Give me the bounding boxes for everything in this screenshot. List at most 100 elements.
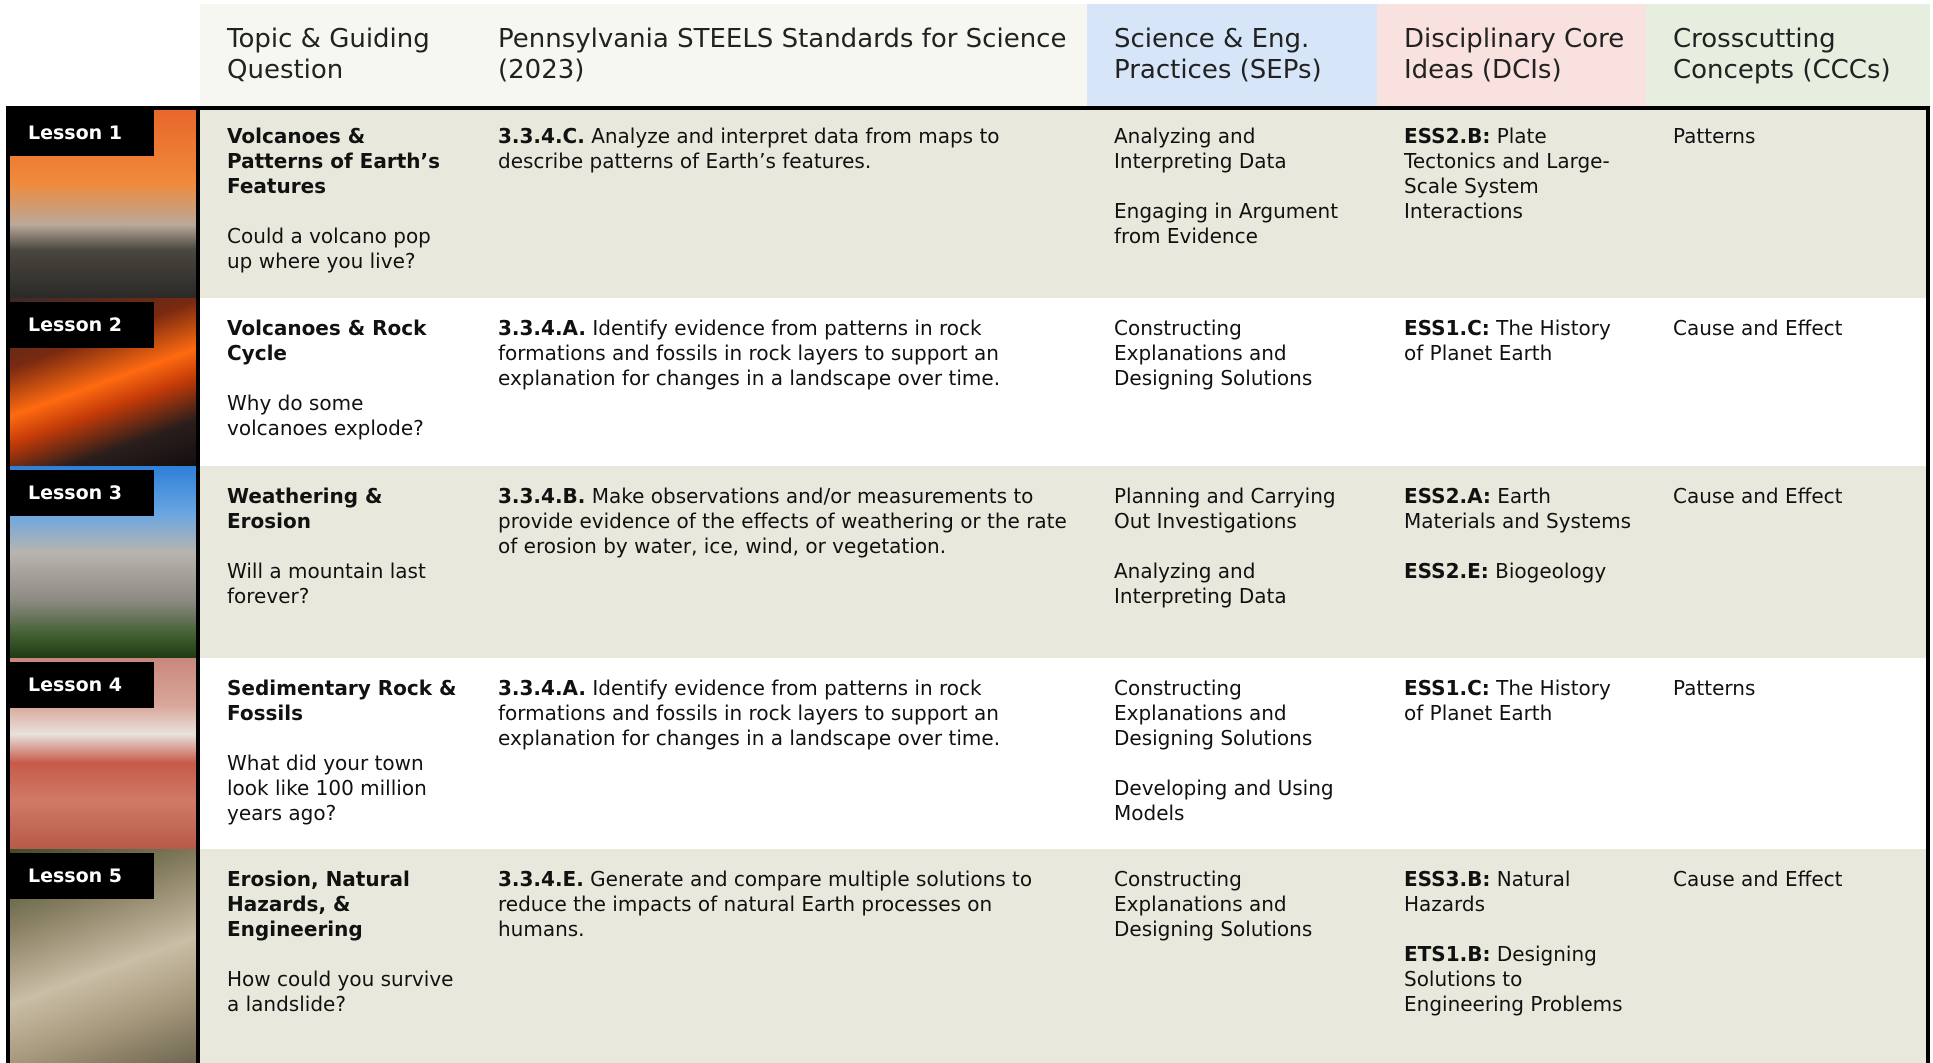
standard-code: 3.3.4.B. xyxy=(498,484,586,508)
header-cell: Topic & Guiding Question xyxy=(200,4,471,106)
dci-text: Plate Tectonics and Large-Scale System I… xyxy=(1404,124,1610,223)
dci: ESS3.B: Natural Hazards xyxy=(1404,867,1636,917)
header-cell: Crosscutting Concepts (CCCs) xyxy=(1646,4,1930,106)
standard-code: 3.3.4.C. xyxy=(498,124,585,148)
standard: 3.3.4.E. Generate and compare multiple s… xyxy=(498,867,1077,942)
header-cell: Science & Eng. Practices (SEPs) xyxy=(1087,4,1377,106)
sep-cell: Planning and Carrying Out Investigations… xyxy=(1087,466,1377,658)
lesson-label: Lesson 5 xyxy=(10,853,154,899)
dci-cell: ESS1.C: The History of Planet Earth xyxy=(1377,658,1646,849)
image-divider xyxy=(196,106,200,1063)
dci-code: ESS3.B: xyxy=(1404,867,1491,891)
standard-text: Identify evidence from patterns in rock … xyxy=(498,676,1001,750)
standard-cell: 3.3.4.E. Generate and compare multiple s… xyxy=(471,849,1087,1063)
topic: Volcanoes & Rock Cycle xyxy=(227,316,427,365)
dci-code: ESS1.C: xyxy=(1404,316,1490,340)
dci-cell: ESS2.A: Earth Materials and Systems ESS2.… xyxy=(1377,466,1646,658)
topic: Sedimentary Rock & Fossils xyxy=(227,676,457,725)
topic-cell: Erosion, Natural Hazards, & Engineering H… xyxy=(200,849,471,1063)
guiding-question: What did your town look like 100 million… xyxy=(227,751,427,825)
ccc: Patterns xyxy=(1673,124,1756,148)
sep: Constructing Explanations and Designing … xyxy=(1114,316,1313,390)
dci-text: Biogeology xyxy=(1495,559,1607,583)
topic: Volcanoes & Patterns of Earth’s Features xyxy=(227,124,440,198)
standard-cell: 3.3.4.C. Analyze and interpret data from… xyxy=(471,106,1087,298)
topic-cell: Weathering & Erosion Will a mountain last… xyxy=(200,466,471,658)
sep: Engaging in Argument from Evidence xyxy=(1114,199,1339,248)
standard-code: 3.3.4.E. xyxy=(498,867,584,891)
dci-code: ETS1.B: xyxy=(1404,942,1491,966)
sep: Developing and Using Models xyxy=(1114,776,1334,825)
topic-cell: Volcanoes & Patterns of Earth’s Features… xyxy=(200,106,471,298)
standard-code: 3.3.4.A. xyxy=(498,316,586,340)
guiding-question: How could you survive a landslide? xyxy=(227,967,454,1016)
sep-cell: Constructing Explanations and Designing … xyxy=(1087,849,1377,1063)
table-frame xyxy=(6,106,1930,1063)
sep-cell: Analyzing and Interpreting Data Engaging … xyxy=(1087,106,1377,298)
ccc-cell: Cause and Effect xyxy=(1646,298,1930,466)
sep: Analyzing and Interpreting Data xyxy=(1114,559,1287,608)
lesson-label: Lesson 4 xyxy=(10,662,154,708)
standard-text: Generate and compare multiple solutions … xyxy=(498,867,1033,941)
standard: 3.3.4.C. Analyze and interpret data from… xyxy=(498,124,1077,174)
lesson-row: Lesson 1 Volcanoes & Patterns of Earth’s … xyxy=(6,106,1930,298)
lesson-row: Lesson 3 Weathering & Erosion Will a mount… xyxy=(6,466,1930,658)
ccc-cell: Cause and Effect xyxy=(1646,466,1930,658)
lesson-label: Lesson 3 xyxy=(10,470,154,516)
standard: 3.3.4.A. Identify evidence from patterns… xyxy=(498,676,1077,751)
dci: ESS2.E: Biogeology xyxy=(1404,559,1636,584)
dci-text: Earth Materials and Systems xyxy=(1404,484,1632,533)
dci-cell: ESS1.C: The History of Planet Earth xyxy=(1377,298,1646,466)
dci: ESS1.C: The History of Planet Earth xyxy=(1404,676,1636,726)
standard-cell: 3.3.4.B. Make observations and/or measur… xyxy=(471,466,1087,658)
dci-code: ESS1.C: xyxy=(1404,676,1490,700)
ccc-cell: Cause and Effect xyxy=(1646,849,1930,1063)
header-cell: Disciplinary Core Ideas (DCIs) xyxy=(1377,4,1646,106)
topic: Weathering & Erosion xyxy=(227,484,383,533)
dci: ESS2.B: Plate Tectonics and Large-Scale … xyxy=(1404,124,1636,224)
topic-cell: Sedimentary Rock & Fossils What did your … xyxy=(200,658,471,849)
dci-text: Natural Hazards xyxy=(1404,867,1571,916)
dci: ESS2.A: Earth Materials and Systems xyxy=(1404,484,1636,534)
guiding-question: Will a mountain last forever? xyxy=(227,559,426,608)
standard-text: Analyze and interpret data from maps to … xyxy=(498,124,1000,173)
sep: Planning and Carrying Out Investigations xyxy=(1114,484,1336,533)
ccc: Cause and Effect xyxy=(1673,867,1843,891)
lesson-label: Lesson 2 xyxy=(10,302,154,348)
standard: 3.3.4.A. Identify evidence from patterns… xyxy=(498,316,1077,391)
guiding-question: Could a volcano pop up where you live? xyxy=(227,224,431,273)
dci: ETS1.B: Designing Solutions to Engineeri… xyxy=(1404,942,1636,1017)
ccc-cell: Patterns xyxy=(1646,106,1930,298)
standard-text: Identify evidence from patterns in rock … xyxy=(498,316,1001,390)
sep-cell: Constructing Explanations and Designing … xyxy=(1087,658,1377,849)
standard-text: Make observations and/or measurements to… xyxy=(498,484,1067,558)
sep-cell: Constructing Explanations and Designing … xyxy=(1087,298,1377,466)
lesson-label: Lesson 1 xyxy=(10,110,154,156)
guiding-question: Why do some volcanoes explode? xyxy=(227,391,424,440)
dci-code: ESS2.A: xyxy=(1404,484,1491,508)
topic-cell: Volcanoes & Rock Cycle Why do some volcan… xyxy=(200,298,471,466)
dci-cell: ESS2.B: Plate Tectonics and Large-Scale … xyxy=(1377,106,1646,298)
dci-code: ESS2.B: xyxy=(1404,124,1491,148)
lesson-row: Lesson 4 Sedimentary Rock & Fossils What d… xyxy=(6,658,1930,849)
header-cell: Pennsylvania STEELS Standards for Scienc… xyxy=(471,4,1087,106)
dci-code: ESS2.E: xyxy=(1404,559,1489,583)
dci-text: The History of Planet Earth xyxy=(1404,676,1611,725)
ccc: Patterns xyxy=(1673,676,1756,700)
dci-text: The History of Planet Earth xyxy=(1404,316,1611,365)
dci-cell: ESS3.B: Natural Hazards ETS1.B: Designing… xyxy=(1377,849,1646,1063)
lesson-row: Lesson 5 Erosion, Natural Hazards, & Engi… xyxy=(6,849,1930,1063)
sep: Analyzing and Interpreting Data xyxy=(1114,124,1287,173)
lesson-row: Lesson 2 Volcanoes & Rock Cycle Why do som… xyxy=(6,298,1930,466)
standard-cell: 3.3.4.A. Identify evidence from patterns… xyxy=(471,658,1087,849)
standard-cell: 3.3.4.A. Identify evidence from patterns… xyxy=(471,298,1087,466)
ccc-cell: Patterns xyxy=(1646,658,1930,849)
standard-code: 3.3.4.A. xyxy=(498,676,586,700)
dci: ESS1.C: The History of Planet Earth xyxy=(1404,316,1636,366)
standard: 3.3.4.B. Make observations and/or measur… xyxy=(498,484,1077,559)
ccc: Cause and Effect xyxy=(1673,484,1843,508)
ccc: Cause and Effect xyxy=(1673,316,1843,340)
dci-text: Designing Solutions to Engineering Probl… xyxy=(1404,942,1623,1016)
topic: Erosion, Natural Hazards, & Engineering xyxy=(227,867,410,941)
